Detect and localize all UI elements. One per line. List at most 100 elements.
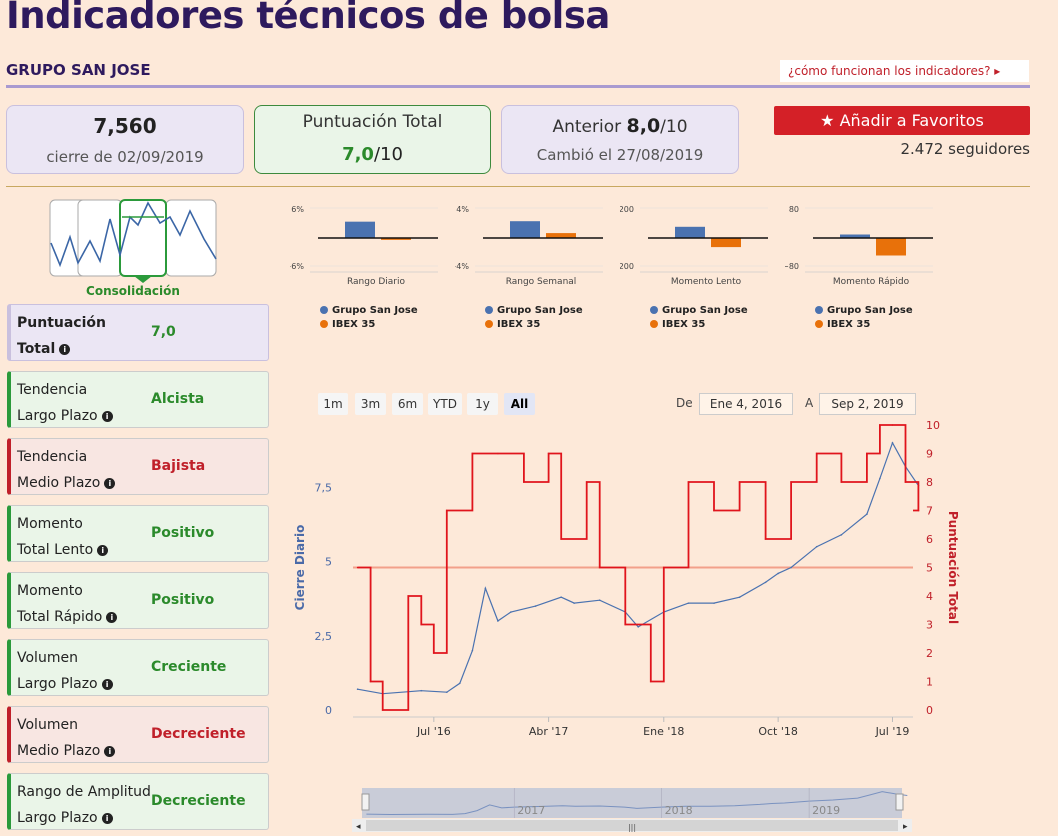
indicator-medium-trend: Tendencia Medio Plazo i Bajista (7, 438, 269, 495)
navigator-series (366, 791, 908, 816)
info-icon[interactable]: i (104, 477, 116, 489)
score-point (381, 709, 384, 711)
score-point (560, 538, 562, 540)
indicator-fast-momentum: Momento Total Rápido i Positivo (7, 572, 269, 629)
mini-legend: Grupo San Jose IBEX 35 (320, 304, 418, 332)
range-button-3m[interactable]: 3m (355, 393, 386, 415)
price-point (764, 581, 767, 584)
x-tick-label: Abr '17 (529, 725, 569, 738)
indicator-value: Positivo (151, 592, 215, 608)
score-label: Puntuación Total (302, 112, 443, 132)
indicator-label: Tendencia Medio Plazo i (17, 444, 152, 496)
mini-chart-weekly-range: 4% −4% Rango Semanal (455, 205, 603, 287)
score-point (471, 452, 474, 455)
help-link[interactable]: ¿cómo funcionan los indicadores? ▸ (780, 60, 1029, 82)
y2-tick-label: 5 (926, 562, 933, 575)
range-button-6m[interactable]: 6m (392, 393, 423, 415)
info-icon[interactable]: i (101, 410, 113, 422)
info-icon[interactable]: i (97, 544, 109, 556)
indicator-value: Creciente (151, 659, 227, 675)
score-point (891, 424, 894, 426)
previous-score: Anterior 8,0/10 (552, 115, 688, 137)
mini-chart-daily-range: 6% −6% Rango Diario (290, 205, 438, 287)
price-point (510, 611, 512, 613)
y2-tick-label: 9 (926, 448, 933, 461)
score-value: 7,0/10 (342, 144, 403, 165)
info-icon[interactable]: i (101, 678, 113, 690)
y2-tick-label: 10 (926, 419, 940, 432)
bar-company (345, 221, 375, 238)
close-date: cierre de 02/09/2019 (46, 148, 204, 166)
score-point (879, 424, 881, 426)
price-point (866, 513, 868, 515)
header-divider (6, 85, 1030, 88)
price-point (777, 572, 779, 575)
price-point (738, 596, 741, 598)
pattern-illustration (49, 199, 217, 283)
price-point (356, 688, 359, 691)
score-point (840, 481, 843, 483)
price-point (560, 596, 562, 598)
price-point (534, 605, 537, 607)
previous-change-date: Cambió el 27/08/2019 (536, 146, 704, 164)
range-button-ytd[interactable]: YTD (428, 393, 462, 415)
from-date-input[interactable]: Ene 4, 2016 (699, 393, 793, 415)
price-point (637, 626, 640, 628)
y2-tick-label: 0 (926, 704, 933, 717)
info-icon[interactable]: i (104, 745, 116, 757)
price-point (815, 545, 818, 548)
navigator-left-handle (361, 793, 370, 811)
range-button-all[interactable]: All (504, 393, 535, 415)
y2-tick-label: 6 (926, 533, 933, 546)
indicator-label: Volumen Largo Plazo i (17, 645, 152, 697)
score-series-line (357, 424, 920, 711)
score-point (585, 481, 588, 483)
y-tick-label: 0 (325, 704, 332, 717)
score-point (547, 452, 550, 455)
score-point (713, 509, 715, 512)
y-tick-label: 2,5 (315, 630, 333, 643)
info-icon[interactable]: i (59, 343, 71, 355)
score-point (369, 680, 372, 683)
y2-tick-label: 8 (926, 476, 933, 489)
star-icon: ★ (820, 111, 835, 130)
indicator-label: Rango de Amplitud Largo Plazo i (17, 784, 151, 826)
scroll-left-icon: ◂ (356, 822, 361, 832)
score-point (497, 452, 499, 455)
previous-score-card: Anterior 8,0/10 Cambió el 27/08/2019 (501, 105, 739, 174)
indicator-slow-momentum: Momento Total Lento i Positivo (7, 505, 269, 562)
add-favorites-button[interactable]: ★ Añadir a Favoritos (774, 106, 1030, 135)
to-date-input[interactable]: Sep 2, 2019 (819, 393, 916, 415)
price-point (446, 691, 448, 693)
price-point (891, 442, 894, 444)
y-tick-label: 7,5 (315, 481, 333, 494)
info-icon[interactable]: i (101, 812, 113, 824)
x-axis-label: Momento Rápido (833, 277, 910, 287)
score-point (662, 566, 665, 569)
score-point (687, 481, 690, 483)
x-axis-label: Rango Diario (347, 277, 406, 287)
price-point (420, 689, 423, 692)
y-tick-label: −80 (785, 262, 799, 271)
main-price-score-chart: Jul '16 Abr '17 Ene '18 Oct '18 Jul '19 0 2,5 5… (293, 419, 960, 738)
y-tick-label: −200 (620, 262, 634, 271)
y-tick-label: 5 (325, 556, 332, 569)
y2-tick-label: 1 (926, 676, 933, 689)
range-navigator[interactable]: 2017 2018 2019 ◂ ▸ ||| (352, 788, 912, 834)
y2-tick-label: 2 (926, 647, 933, 660)
indicator-long-trend: Tendencia Largo Plazo i Alcista (7, 371, 269, 428)
info-icon[interactable]: i (106, 611, 118, 623)
score-point (446, 509, 448, 512)
x-tick-label: Jul '19 (875, 725, 910, 738)
indicator-value: 7,0 (151, 324, 176, 340)
indicator-label: Volumen Medio Plazo i (17, 712, 152, 764)
indicator-value: Bajista (151, 458, 206, 474)
range-button-1y[interactable]: 1y (467, 393, 498, 415)
x-axis-label: Momento Lento (671, 277, 742, 287)
range-button-1m[interactable]: 1m (318, 393, 348, 415)
from-label: De (676, 396, 693, 410)
price-point (879, 477, 881, 480)
mini-legend: Grupo San Jose IBEX 35 (815, 304, 913, 332)
close-price: 7,560 (93, 114, 157, 138)
bar-company (510, 221, 540, 238)
